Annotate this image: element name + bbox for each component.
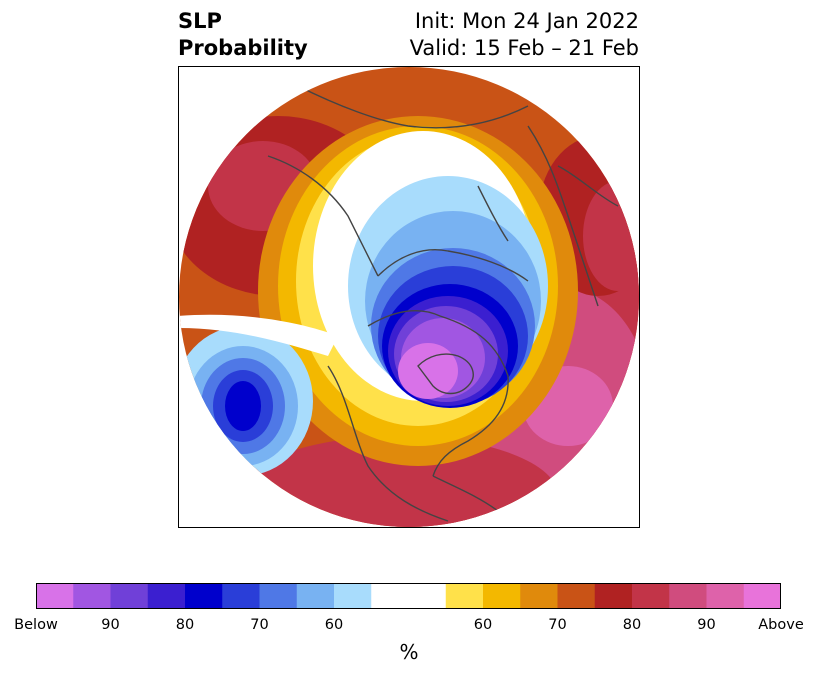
colorbar-segment	[669, 583, 707, 609]
colorbar-segment	[706, 583, 745, 609]
map-border	[178, 66, 640, 528]
pacific-low-core	[225, 381, 261, 431]
colorbar-segment	[520, 583, 558, 609]
probability-field	[179, 67, 639, 527]
valid-label: Valid: 15 Feb – 21 Feb	[409, 36, 639, 60]
map-svg	[178, 66, 640, 528]
colorbar-segment	[557, 583, 596, 609]
colorbar-border	[36, 583, 781, 609]
colorbar	[36, 583, 782, 609]
colorbar-tick-label: Above	[758, 617, 804, 633]
colorbar-segment	[296, 583, 335, 609]
colorbar-segment	[110, 583, 149, 609]
colorbar-tick-label: 80	[622, 617, 642, 633]
colorbar-tick-label: 90	[101, 617, 120, 633]
colorbar-tick-label: Below	[14, 617, 58, 633]
title-line1: SLP	[178, 9, 222, 33]
colorbar-tick-label: 90	[697, 617, 716, 633]
colorbar-tick-label: 70	[250, 617, 269, 633]
colorbar-svg	[36, 583, 782, 609]
colorbar-segment	[147, 583, 186, 609]
pacific-neutral-strip	[179, 314, 338, 356]
colorbar-tick-label: 60	[473, 617, 493, 633]
chart-title: SLP Probability	[178, 8, 308, 62]
title-line2: Probability	[178, 36, 308, 60]
colorbar-segment	[334, 583, 372, 609]
polar-map	[178, 66, 640, 528]
colorbar-segment	[185, 583, 223, 609]
colorbar-segment	[408, 583, 447, 609]
colorbar-segment	[445, 583, 484, 609]
colorbar-tick-label: 60	[324, 617, 344, 633]
coastlines	[267, 85, 619, 522]
colorbar-segment	[73, 583, 111, 609]
colorbar-tick-label: 70	[548, 617, 567, 633]
colorbar-segment	[483, 583, 521, 609]
colorbar-segment	[594, 583, 633, 609]
colorbar-segment	[259, 583, 298, 609]
colorbar-segment	[743, 583, 782, 609]
chart-subtitle: Init: Mon 24 Jan 2022 Valid: 15 Feb – 21…	[410, 8, 639, 62]
colorbar-segment	[222, 583, 260, 609]
colorbar-segment	[36, 583, 74, 609]
colorbar-segment	[371, 583, 409, 609]
init-label: Init: Mon 24 Jan 2022	[414, 9, 639, 33]
colorbar-unit: %	[399, 640, 419, 664]
magenta-core	[398, 343, 458, 399]
colorbar-tick-label: 80	[175, 617, 195, 633]
colorbar-segment	[632, 583, 670, 609]
